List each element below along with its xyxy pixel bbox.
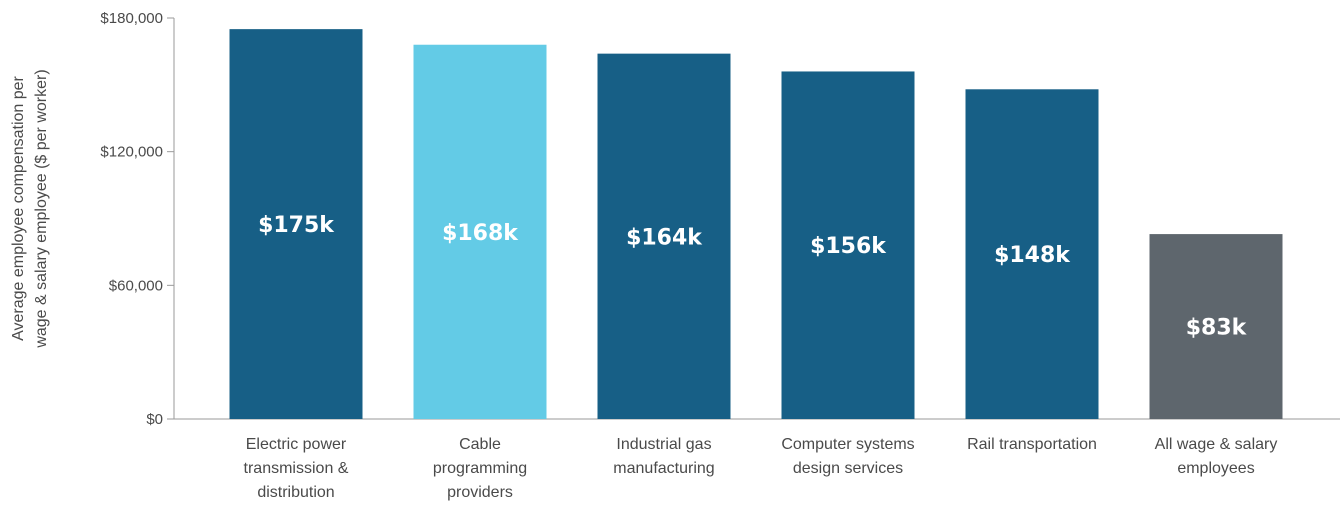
- x-category-label: providers: [447, 484, 513, 501]
- x-category-label: Cable: [459, 436, 501, 453]
- bar: [781, 71, 915, 419]
- bar-value-label: $83k: [1186, 316, 1248, 341]
- x-axis-labels: Electric power transmission & distribution…: [244, 436, 1278, 501]
- x-category-label: employees: [1177, 460, 1254, 477]
- y-axis-title-line: wage & salary employee ($ per worker): [33, 69, 50, 348]
- bar: [413, 44, 547, 419]
- bar-value-label: $164k: [626, 225, 703, 250]
- bar-value-label: $168k: [442, 221, 519, 246]
- x-category-label: programming: [433, 460, 527, 477]
- x-category-label: Industrial gas: [616, 436, 711, 453]
- y-axis-title: Average employee compensation per wage & …: [10, 69, 50, 348]
- y-tick-label: $60,000: [109, 277, 163, 294]
- bar: [597, 53, 731, 420]
- x-category-label: transmission &: [244, 460, 349, 477]
- x-category-label: Electric power: [246, 436, 347, 453]
- x-category-label: distribution: [257, 484, 334, 501]
- bar: [965, 89, 1099, 420]
- y-tick-label: $180,000: [100, 10, 163, 27]
- y-tick-label: $0: [146, 411, 163, 428]
- y-axis-ticks: $0 $60,000 $120,000 $180,000: [100, 10, 174, 428]
- x-category-label: manufacturing: [613, 460, 714, 477]
- y-axis-title-line: Average employee compensation per: [10, 75, 27, 340]
- bar: [229, 29, 363, 420]
- y-tick-label: $120,000: [100, 144, 163, 161]
- x-category-label: design services: [793, 460, 903, 477]
- x-category-label: Rail transportation: [967, 436, 1097, 453]
- bar-value-label: $175k: [258, 213, 335, 238]
- bar-value-label: $156k: [810, 234, 887, 259]
- bar-value-label: $148k: [994, 243, 1071, 268]
- x-category-label: All wage & salary: [1155, 436, 1278, 453]
- bar: [1149, 234, 1283, 419]
- bars-group: $175k $168k $164k $156k $148k $83k: [229, 29, 1283, 420]
- x-category-label: Computer systems: [781, 436, 914, 453]
